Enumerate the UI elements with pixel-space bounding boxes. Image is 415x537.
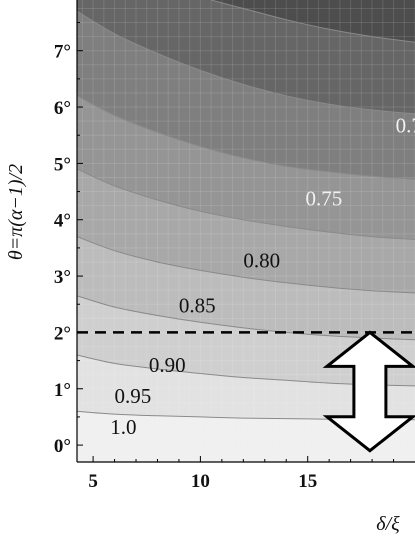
contour-line-0.7: [77, 10, 415, 115]
contour-label-0.80: 0.80: [243, 249, 280, 273]
y-axis-label: θ=π(α−1)/2: [5, 164, 27, 260]
contour-line-0.75: [77, 95, 415, 180]
y-tick-label: 7°: [54, 42, 71, 63]
y-tick-label: 0°: [54, 436, 71, 457]
y-tick-label: 1°: [54, 380, 71, 401]
y-tick-label: 2°: [54, 323, 71, 344]
contour-label-0.75: 0.75: [306, 187, 343, 211]
double-arrow: [322, 330, 415, 453]
y-tick-label: 5°: [54, 154, 71, 175]
contour-labels: 1.0 0.95 0.90 0.85 0.80 0.75 0.7: [110, 113, 415, 438]
contour-line-0.85: [77, 236, 415, 294]
contour-line-0.90: [77, 295, 415, 341]
contour-label-0.90: 0.90: [149, 353, 186, 377]
x-tick-label: 5: [88, 471, 98, 492]
axes: 0° 1° 2° 3° 4° 5° 6° 7° 5 10 15: [54, 0, 415, 492]
contour-label-0.7: 0.7: [396, 113, 415, 137]
contour-label-0.95: 0.95: [115, 384, 152, 408]
contour-lines: [77, 0, 415, 421]
y-tick-label: 3°: [54, 267, 71, 288]
x-tick-label: 10: [191, 471, 210, 492]
contour-label-0.85: 0.85: [179, 294, 216, 318]
y-tick-label: 6°: [54, 98, 71, 119]
x-tick-label: 15: [298, 471, 317, 492]
y-tick-label: 4°: [54, 211, 71, 232]
contour-line-0.65: [210, 0, 415, 43]
band-1.0: [77, 411, 415, 462]
contour-line-0.80: [77, 168, 415, 240]
contour-label-1.0: 1.0: [110, 415, 136, 439]
x-axis-label: δ/ξ: [376, 513, 400, 535]
overlay: [77, 330, 415, 453]
